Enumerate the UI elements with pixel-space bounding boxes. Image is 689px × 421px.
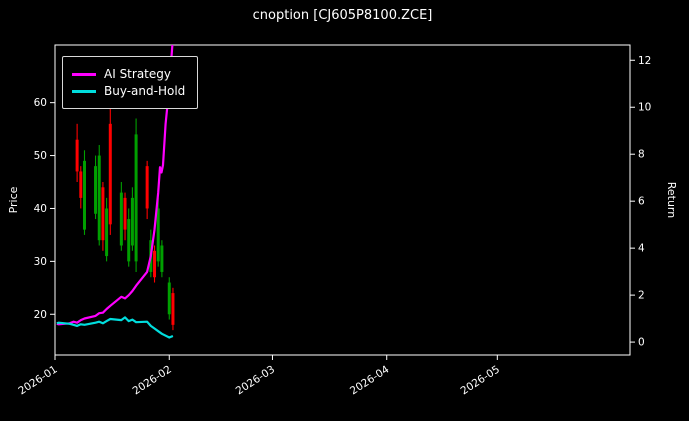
candle-body xyxy=(97,155,101,241)
x-tick-label: 2026-01 xyxy=(16,363,59,397)
candle-body xyxy=(79,171,83,198)
price-tick-label: 40 xyxy=(34,203,47,215)
ai-strategy-line-swatch xyxy=(72,72,96,76)
return-tick-label: 4 xyxy=(638,243,645,255)
return-tick-label: 2 xyxy=(638,290,645,302)
return-tick-label: 10 xyxy=(638,102,651,114)
candle-body xyxy=(119,192,123,246)
candle-body xyxy=(82,160,86,230)
chart-title: cnoption [CJ605P8100.ZCE] xyxy=(252,8,433,23)
price-tick-label: 50 xyxy=(34,150,47,162)
return-tick-label: 6 xyxy=(638,196,645,208)
legend-item-ai-strategy: AI Strategy xyxy=(72,67,185,81)
x-tick-label: 2026-04 xyxy=(348,363,392,397)
candle-body xyxy=(123,197,127,230)
price-tick-label: 30 xyxy=(34,256,47,268)
candle-body xyxy=(105,208,109,257)
candle-body xyxy=(75,139,79,172)
price-tick-label: 20 xyxy=(34,309,47,321)
buy-and-hold-line xyxy=(56,316,174,339)
candle-body xyxy=(94,166,98,214)
candlesticks xyxy=(75,107,175,331)
legend-item-buy-and-hold: Buy-and-Hold xyxy=(72,84,185,98)
candle-body xyxy=(153,250,157,278)
plot-border xyxy=(54,44,631,356)
candle-body xyxy=(130,197,134,246)
return-tick-label: 12 xyxy=(638,55,651,67)
legend: AI Strategy Buy-and-Hold xyxy=(62,56,199,109)
candle-body xyxy=(171,293,175,325)
candle-body xyxy=(160,245,164,272)
candle-body xyxy=(134,134,138,262)
legend-label-ai-strategy: AI Strategy xyxy=(104,67,171,81)
x-tick-label: 2026-03 xyxy=(234,363,277,397)
candle-body xyxy=(127,219,131,262)
candle-body xyxy=(101,187,105,241)
return-tick-label: 0 xyxy=(638,337,645,349)
candle-body xyxy=(145,166,149,209)
y-axis-label-price: Price xyxy=(7,186,20,214)
candle-body xyxy=(167,282,171,315)
ai-strategy-line xyxy=(56,45,174,326)
x-tick-label: 2026-05 xyxy=(459,363,502,397)
y-axis-label-return: Return xyxy=(665,181,678,219)
candle-body xyxy=(108,123,112,225)
price-tick-label: 60 xyxy=(34,97,47,109)
legend-label-buy-and-hold: Buy-and-Hold xyxy=(104,84,186,98)
x-tick-label: 2026-02 xyxy=(131,363,174,397)
candle-body xyxy=(156,208,160,262)
buy-and-hold-line-swatch xyxy=(72,89,96,93)
return-tick-label: 8 xyxy=(638,149,645,161)
